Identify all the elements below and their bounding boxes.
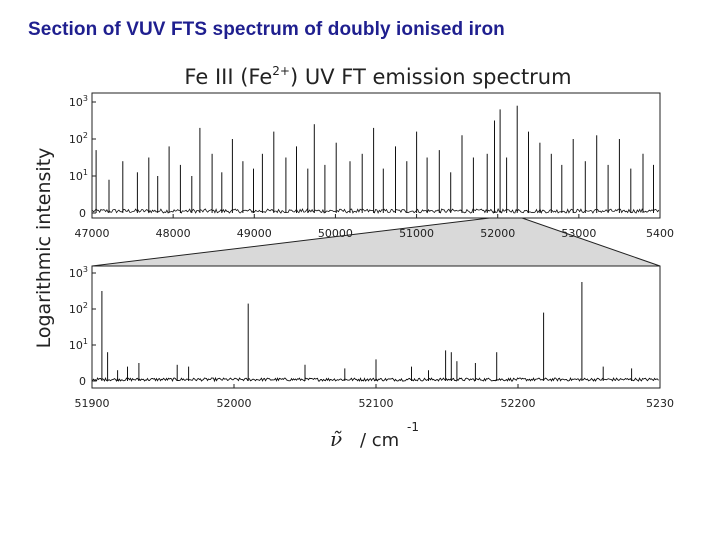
- chart-title-superscript: 2+: [272, 64, 290, 78]
- zoom-connector: [91, 217, 661, 267]
- x-axis-unit-exponent: -1: [407, 420, 419, 434]
- x-axis-label: ν̃ / cm -1: [330, 420, 419, 451]
- overview-noise-baseline: [92, 207, 660, 214]
- x-axis-unit: / cm: [360, 430, 399, 451]
- overview-xtick-label-6: 53000: [561, 227, 596, 240]
- overview-panel: 0 101 102 103 47000 48000 49000 50000 51000 5200…: [69, 92, 674, 240]
- chart-title-tail: ) UV FT emission spectrum: [290, 65, 572, 89]
- zoom-xtick-label-2: 52100: [359, 397, 394, 410]
- zoom-ytick-label-1: 101: [69, 337, 88, 352]
- overview-xtick-label-5: 52000: [480, 227, 515, 240]
- y-axis-label: Logarithmic intensity: [33, 148, 55, 349]
- chart-title: Fe III (Fe2+) UV FT emission spectrum: [184, 64, 571, 89]
- zoom-ytick-label-2: 102: [69, 301, 88, 316]
- overview-ytick-label-3: 103: [69, 94, 88, 109]
- x-axis-symbol: ν̃: [330, 427, 342, 451]
- overview-xtick-label-7: 5400: [646, 227, 674, 240]
- overview-xtick-label-3: 50000: [318, 227, 353, 240]
- zoom-ytick-label-3: 103: [69, 265, 88, 280]
- zoom-xtick-label-1: 52000: [217, 397, 252, 410]
- overview-xtick-label-2: 49000: [237, 227, 272, 240]
- overview-ytick-label-0: 0: [79, 207, 86, 220]
- zoom-xtick-label-4: 5230: [646, 397, 674, 410]
- zoom-panel: 0 101 102 103 51900 52000 52100 52200 5230: [69, 265, 674, 410]
- slide-title: Section of VUV FTS spectrum of doubly io…: [28, 19, 505, 40]
- chart-title-main: Fe III (Fe: [184, 65, 272, 89]
- overview-xtick-label-1: 48000: [156, 227, 191, 240]
- zoom-ytick-label-0: 0: [79, 375, 86, 388]
- overview-xtick-label-0: 47000: [75, 227, 110, 240]
- zoom-xtick-label-3: 52200: [501, 397, 536, 410]
- overview-ytick-label-1: 101: [69, 168, 88, 183]
- overview-plot-frame: [91, 92, 661, 219]
- overview-xtick-label-4: 51000: [399, 227, 434, 240]
- overview-ytick-label-2: 102: [69, 131, 88, 146]
- zoom-xtick-label-0: 51900: [75, 397, 110, 410]
